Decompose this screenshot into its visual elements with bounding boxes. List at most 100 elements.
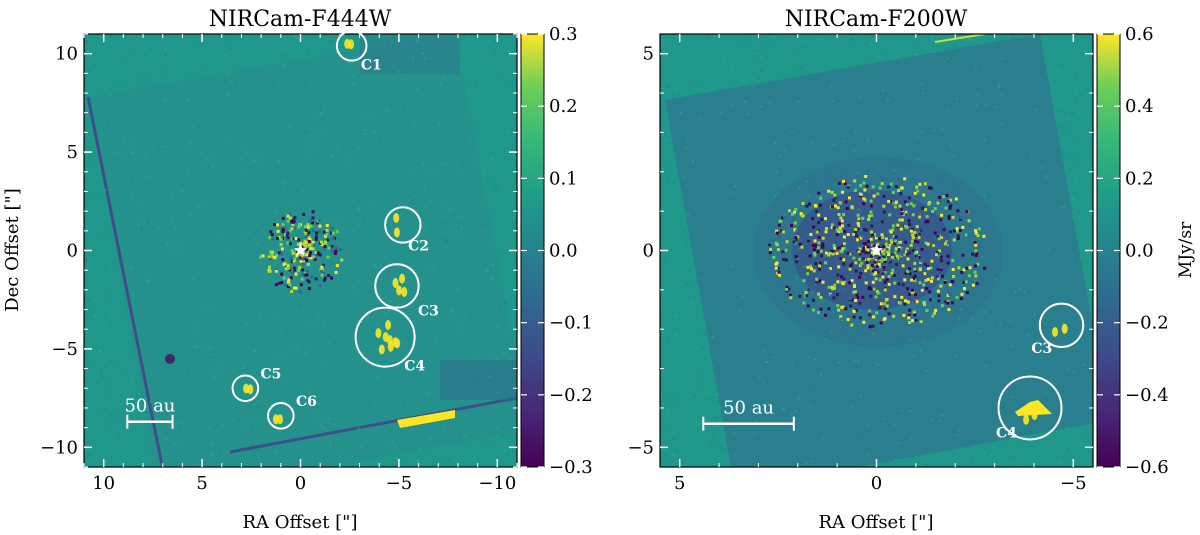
noise-pixel xyxy=(914,251,917,255)
field-speckle xyxy=(406,337,409,340)
field-speckle xyxy=(895,401,898,404)
field-speckle xyxy=(856,231,859,234)
source-blob xyxy=(401,287,408,297)
field-speckle xyxy=(692,159,694,162)
colorbar-tick-label: −0.1 xyxy=(549,313,593,334)
field-speckle xyxy=(426,392,429,395)
field-speckle xyxy=(1075,159,1078,162)
field-speckle xyxy=(131,152,134,155)
noise-pixel xyxy=(888,258,891,262)
field-speckle xyxy=(318,403,320,406)
field-speckle xyxy=(496,185,499,188)
candidate-circle-c2 xyxy=(384,206,422,244)
noise-pixel xyxy=(946,261,950,265)
noise-pixel xyxy=(900,210,904,214)
field-speckle xyxy=(110,360,113,363)
field-speckle xyxy=(208,427,211,430)
noise-pixel xyxy=(840,305,844,309)
x-tick-label: −10 xyxy=(478,473,516,494)
noise-pixel xyxy=(796,247,800,251)
noise-pixel xyxy=(791,250,795,254)
noise-pixel xyxy=(853,179,857,183)
field-speckle xyxy=(357,146,360,149)
noise-pixel xyxy=(874,271,878,275)
noise-pixel xyxy=(903,224,907,228)
noise-pixel xyxy=(882,258,886,261)
noise-pixel xyxy=(830,205,834,209)
field-speckle xyxy=(351,205,354,208)
field-speckle xyxy=(214,356,217,359)
noise-pixel xyxy=(793,228,797,232)
noise-pixel xyxy=(833,286,836,290)
field-speckle xyxy=(1049,175,1052,178)
noise-pixel xyxy=(840,219,844,223)
field-speckle xyxy=(1046,262,1049,265)
field-speckle xyxy=(319,41,322,44)
noise-pixel xyxy=(789,296,793,300)
field-speckle xyxy=(954,355,957,357)
noise-pixel xyxy=(890,255,894,259)
noise-pixel xyxy=(862,320,866,324)
noise-pixel xyxy=(837,213,841,216)
noise-pixel xyxy=(858,316,862,320)
field-speckle xyxy=(752,95,755,98)
noise-pixel xyxy=(951,202,955,206)
field-speckle xyxy=(1037,349,1040,351)
y-tick-label: 5 xyxy=(643,44,654,65)
field-speckle xyxy=(766,39,769,42)
noise-pixel xyxy=(298,256,302,260)
noise-pixel xyxy=(811,217,815,221)
field-speckle xyxy=(327,422,330,425)
noise-pixel xyxy=(873,279,877,283)
noise-pixel xyxy=(910,293,914,297)
field-speckle xyxy=(293,462,295,465)
field-speckle xyxy=(484,223,487,226)
field-speckle xyxy=(479,400,482,402)
candidate-circle-c4 xyxy=(354,306,416,368)
field-speckle xyxy=(466,37,469,40)
field-speckle xyxy=(697,86,700,89)
noise-pixel xyxy=(944,206,948,210)
field-speckle xyxy=(102,113,105,116)
noise-pixel xyxy=(320,265,324,269)
noise-pixel xyxy=(904,271,908,275)
noise-pixel xyxy=(307,256,311,260)
field-speckle xyxy=(1044,363,1047,366)
noise-pixel xyxy=(280,272,284,276)
field-speckle xyxy=(170,217,173,220)
noise-pixel xyxy=(889,182,893,186)
field-speckle xyxy=(211,347,214,350)
noise-pixel xyxy=(871,243,874,247)
noise-pixel xyxy=(882,266,886,269)
noise-pixel xyxy=(852,233,856,236)
noise-pixel xyxy=(832,296,836,300)
noise-pixel xyxy=(852,315,856,319)
noise-pixel xyxy=(913,267,917,271)
field-speckle xyxy=(94,314,97,317)
noise-pixel xyxy=(778,273,782,277)
noise-pixel xyxy=(967,233,971,237)
field-speckle xyxy=(181,127,184,130)
noise-pixel xyxy=(297,238,301,242)
noise-pixel xyxy=(827,285,831,289)
noise-pixel xyxy=(832,208,836,212)
noise-pixel xyxy=(869,199,873,203)
noise-pixel xyxy=(309,219,313,223)
noise-pixel xyxy=(883,288,887,292)
field-speckle xyxy=(854,188,857,190)
field-speckle xyxy=(878,209,881,212)
field-speckle xyxy=(502,434,504,437)
field-speckle xyxy=(493,49,496,52)
noise-pixel xyxy=(884,257,887,261)
field-speckle xyxy=(397,51,400,54)
noise-pixel xyxy=(309,251,312,255)
field-speckle xyxy=(116,122,119,125)
field-speckle xyxy=(864,316,867,319)
field-speckle xyxy=(995,105,998,108)
field-speckle xyxy=(787,116,790,119)
field-speckle xyxy=(345,37,348,40)
field-speckle xyxy=(274,262,277,265)
noise-pixel xyxy=(876,270,880,274)
colorbar-label-f200w: MJy/sr xyxy=(1176,221,1196,278)
noise-pixel xyxy=(835,293,839,297)
